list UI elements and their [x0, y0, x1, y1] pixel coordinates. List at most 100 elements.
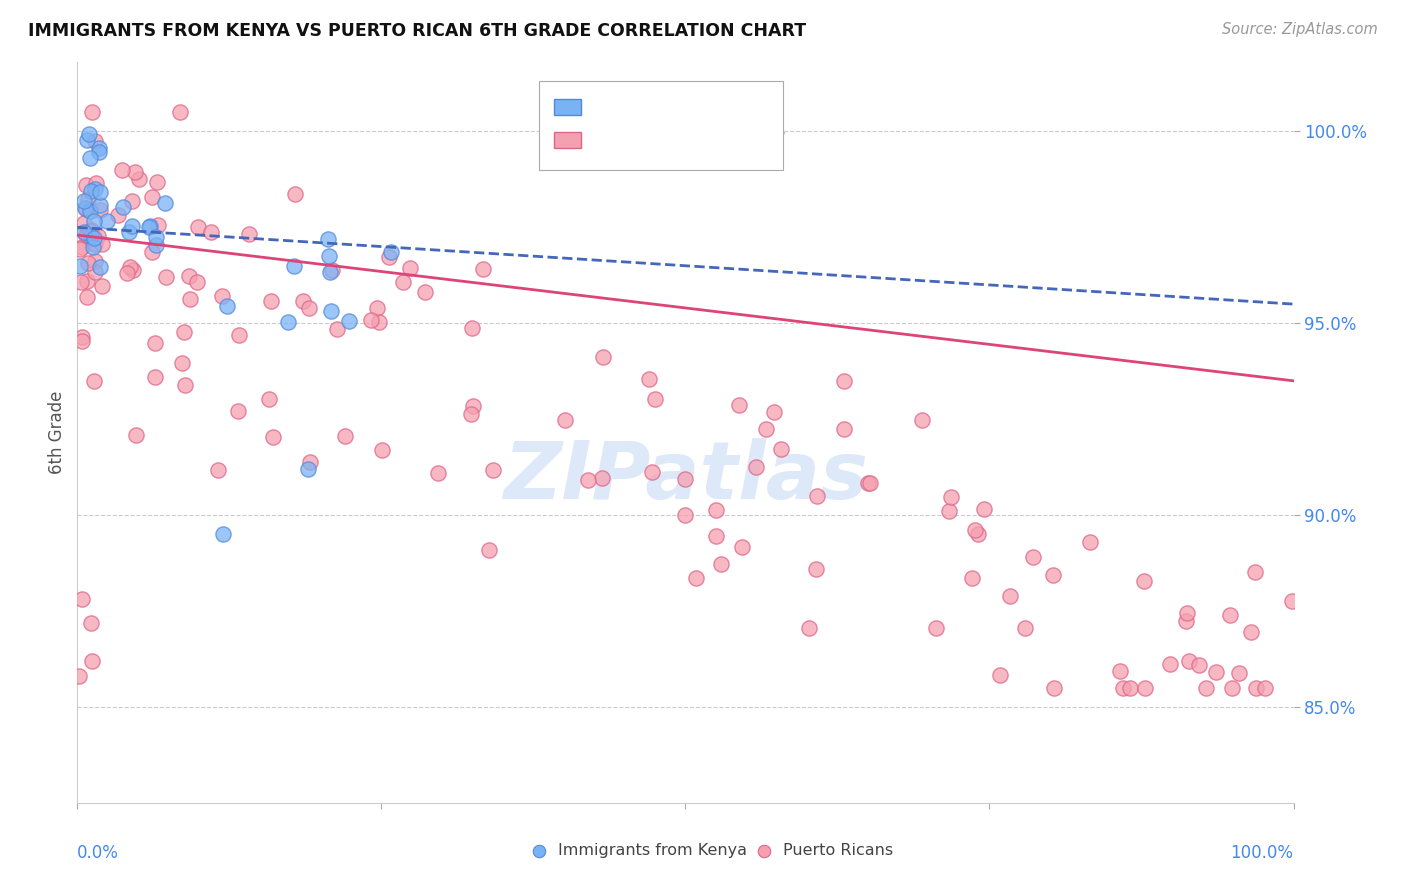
Point — [1254, 681, 1277, 695]
Point — [481, 463, 503, 477]
Point — [1135, 681, 1157, 695]
Point — [1014, 621, 1036, 635]
Point — [960, 571, 983, 585]
Point — [990, 667, 1012, 681]
Point — [186, 276, 208, 290]
Point — [319, 303, 342, 318]
Point — [153, 196, 176, 211]
Point — [155, 269, 177, 284]
Point — [1240, 625, 1263, 640]
Point — [76, 133, 98, 147]
Point — [1109, 664, 1132, 678]
Point — [1159, 657, 1181, 671]
Point — [263, 430, 285, 444]
Point — [89, 186, 111, 200]
Point — [378, 250, 401, 264]
Point — [804, 562, 827, 576]
Point — [925, 622, 948, 636]
Point — [79, 151, 101, 165]
Point — [87, 229, 110, 244]
Text: R =: R = — [593, 98, 628, 116]
Point — [79, 224, 101, 238]
FancyBboxPatch shape — [554, 132, 581, 148]
Point — [392, 275, 415, 289]
Point — [226, 404, 249, 418]
Point — [283, 259, 305, 273]
Point — [463, 400, 485, 414]
Point — [83, 374, 105, 388]
Point — [461, 321, 484, 335]
Point — [297, 301, 319, 316]
Point — [79, 203, 101, 218]
Point — [121, 194, 143, 209]
Text: Source: ZipAtlas.com: Source: ZipAtlas.com — [1222, 22, 1378, 37]
Point — [1220, 681, 1243, 695]
Point — [360, 313, 382, 327]
Point — [832, 421, 855, 435]
Point — [1244, 566, 1267, 580]
Point — [115, 267, 138, 281]
Point — [318, 232, 340, 246]
Point — [576, 473, 599, 487]
Point — [832, 374, 855, 388]
Point — [973, 502, 995, 516]
Point — [118, 225, 141, 239]
Point — [89, 203, 111, 218]
Point — [83, 237, 105, 252]
Point — [70, 592, 93, 607]
Point — [1219, 608, 1241, 623]
Point — [215, 299, 238, 313]
Point — [75, 178, 97, 192]
Point — [321, 263, 343, 277]
Point — [145, 238, 167, 252]
Point — [90, 279, 112, 293]
Point — [141, 190, 163, 204]
Point — [76, 228, 98, 243]
Point — [1227, 665, 1250, 680]
Point — [319, 265, 342, 279]
Point — [1175, 607, 1198, 621]
Text: N =: N = — [709, 98, 745, 116]
Point — [478, 543, 501, 558]
Point — [1042, 567, 1064, 582]
Point — [107, 208, 129, 222]
Point — [111, 162, 134, 177]
Point — [1188, 657, 1211, 672]
Point — [80, 615, 103, 630]
Point — [1178, 654, 1201, 668]
Point — [179, 269, 201, 284]
Point — [1043, 681, 1066, 695]
Point — [82, 239, 104, 253]
Point — [169, 105, 191, 120]
Text: 39: 39 — [751, 98, 780, 116]
Point — [1112, 681, 1135, 695]
Point — [77, 127, 100, 141]
Point — [284, 186, 307, 201]
Point — [763, 405, 786, 419]
Point — [471, 261, 494, 276]
Point — [1133, 574, 1156, 589]
Point — [806, 489, 828, 503]
Point — [591, 471, 613, 485]
Point — [173, 378, 195, 392]
Point — [398, 260, 420, 275]
Point — [145, 229, 167, 244]
Point — [76, 255, 98, 269]
Point — [592, 350, 614, 364]
Point — [1119, 681, 1142, 695]
Point — [80, 223, 103, 237]
Point — [73, 225, 96, 239]
Point — [187, 220, 209, 235]
Point — [704, 503, 727, 517]
Point — [212, 527, 235, 541]
Point — [70, 330, 93, 344]
Point — [1244, 681, 1267, 695]
Point — [121, 219, 143, 234]
Point — [299, 455, 322, 469]
Point — [83, 134, 105, 148]
Point — [83, 254, 105, 268]
FancyBboxPatch shape — [540, 81, 783, 169]
Point — [80, 229, 103, 244]
Point — [138, 220, 160, 235]
Point — [371, 442, 394, 457]
